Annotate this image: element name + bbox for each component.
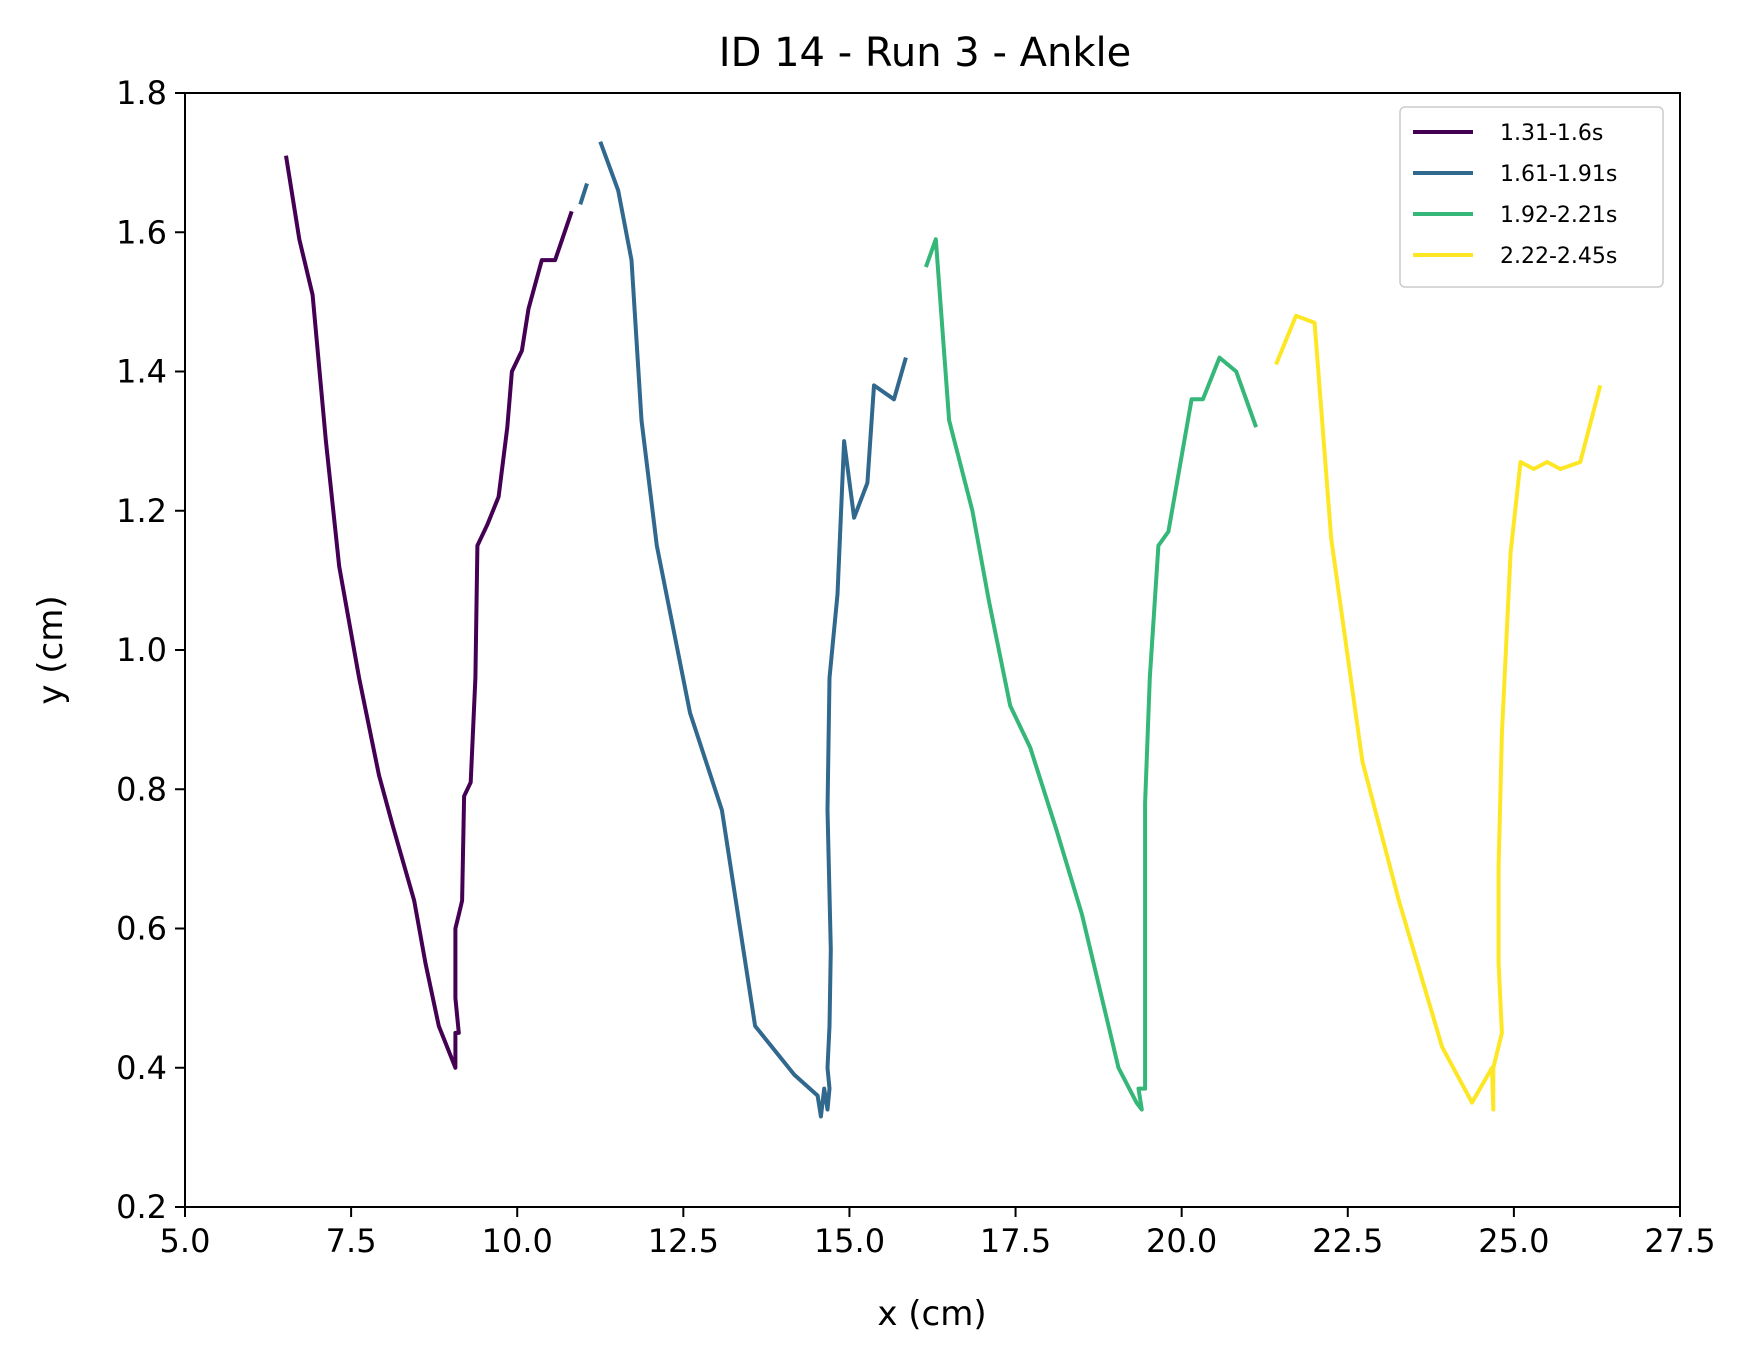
legend: 1.31-1.6s 1.61-1.91s 1.92-2.21s 2.22-2.45s [1399, 106, 1664, 288]
y-tick-label: 1.4 [116, 353, 167, 391]
y-tick-label: 1.8 [116, 74, 167, 112]
series-3-line-1 [924, 237, 1258, 1112]
legend-label-1: 1.31-1.6s [1500, 121, 1603, 146]
chart-title: ID 14 - Run 3 - Ankle [719, 30, 1131, 76]
y-tick-label: 0.8 [116, 770, 167, 808]
x-tick-label: 22.5 [1312, 1222, 1383, 1260]
x-tick-label: 25.0 [1478, 1222, 1549, 1260]
x-tick-label: 5.0 [160, 1222, 211, 1260]
y-tick-label: 0.2 [116, 1188, 167, 1226]
x-tick-label: 20.0 [1146, 1222, 1217, 1260]
series-1-line-1 [284, 155, 574, 1070]
legend-label-2: 1.61-1.91s [1500, 162, 1617, 187]
y-tick-label: 1.0 [116, 631, 167, 669]
y-tick-label: 1.2 [116, 492, 167, 530]
x-tick-label: 15.0 [814, 1222, 885, 1260]
series-2-line-1 [578, 182, 589, 206]
y-axis-label: y (cm) [31, 595, 71, 704]
x-tick-label: 10.0 [482, 1222, 553, 1260]
x-axis-label: x (cm) [877, 1294, 986, 1334]
legend-label-3: 1.92-2.21s [1500, 203, 1617, 228]
legend-label-4: 2.22-2.45s [1500, 244, 1617, 269]
x-tick-label: 27.5 [1644, 1222, 1715, 1260]
y-tick-label: 0.4 [116, 1049, 167, 1087]
ticks-layer: 5.0 7.5 10.0 12.5 15.0 17.5 20.0 22.5 25.0 27.5 0.… [116, 74, 1716, 1260]
y-tick-label: 1.6 [116, 213, 167, 251]
x-tick-label: 7.5 [326, 1222, 377, 1260]
x-tick-label: 12.5 [648, 1222, 719, 1260]
x-tick-label: 17.5 [980, 1222, 1051, 1260]
series-layer [284, 141, 1603, 1119]
series-2-line-2 [598, 141, 908, 1119]
series-4-line-1 [1274, 313, 1603, 1112]
plot-frame [184, 92, 1681, 1208]
legend-frame [1399, 106, 1664, 288]
y-tick-label: 0.6 [116, 910, 167, 948]
